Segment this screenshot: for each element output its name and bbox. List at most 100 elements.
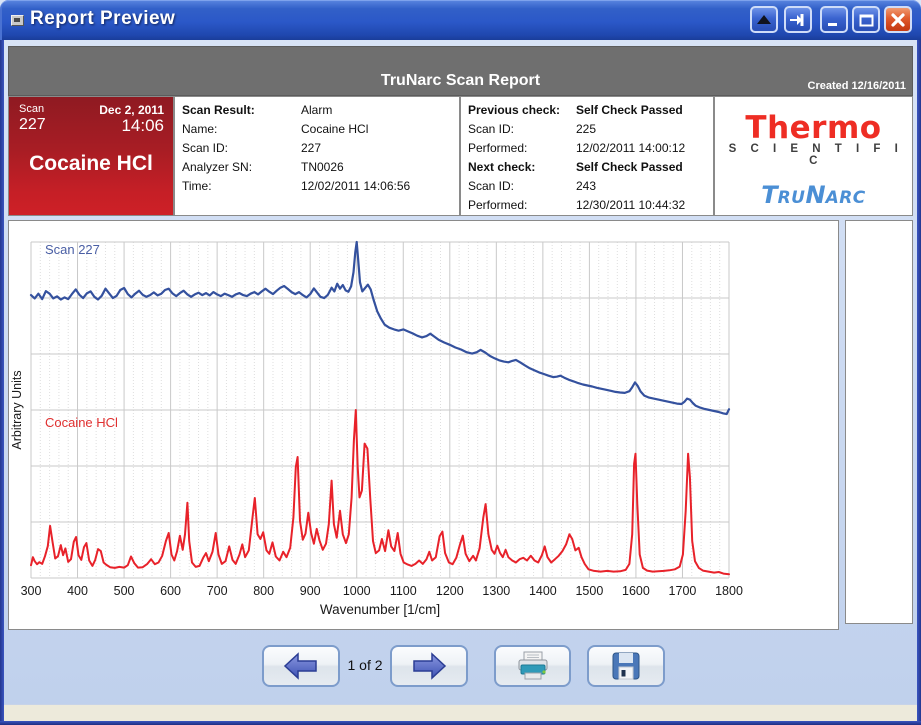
detail-value: 12/02/2011 14:06:56 [301,179,411,193]
x-tick-label: 500 [114,584,135,598]
pin-button[interactable] [784,6,812,33]
shade-button[interactable] [750,6,778,33]
report-preview-area: TruNarc Scan Report Created 12/16/2011 S… [8,46,913,630]
page-indicator: 1 of 2 [347,657,383,673]
save-floppy-icon [612,652,640,680]
x-tick-label: 900 [300,584,321,598]
detail-value: Cocaine HCl [301,122,369,136]
close-icon [891,12,905,27]
thermo-logo: Thermo [745,110,882,146]
scientific-logo-text: S C I E N T I F I C [728,143,904,167]
detail-value: 227 [301,141,322,155]
detail-value: Alarm [301,103,333,117]
x-tick-label: 1200 [436,584,464,598]
detail-row: Next check: Self Check Passed [468,159,713,178]
previous-page-button[interactable] [262,645,340,687]
trunarc-letters: RU [777,188,806,208]
detail-label: Time: [182,179,212,193]
trunarc-logo: TRUNARC [715,181,912,209]
save-button[interactable] [587,645,665,687]
app-icon [11,15,24,26]
branding-panel: Thermo S C I E N T I F I C TRUNARC [714,96,913,216]
print-button[interactable] [494,645,571,687]
window-border [0,721,921,725]
detail-row: Performed: 12/02/2011 14:00:12 [468,140,713,159]
trunarc-letters: ARC [825,188,866,208]
scan-result-card: Scan 227 Dec 2, 2011 14:06 Cocaine HCl [8,96,174,216]
detail-row: Name: Cocaine HCl [182,121,459,140]
maximize-icon [859,14,873,26]
detail-label: Scan ID: [182,141,229,155]
back-arrow-icon [283,652,317,680]
series-label: Scan 227 [45,242,100,257]
minimize-button[interactable] [820,6,848,33]
x-tick-label: 1600 [622,584,650,598]
detail-label: Scan Result: [182,103,255,117]
detail-label: Scan ID: [468,122,515,136]
detail-row: Performed: 12/30/2011 10:44:32 [468,197,713,216]
scan-date: Dec 2, 2011 [99,103,164,117]
spectrum-trace [29,240,731,416]
detail-label: Performed: [468,141,528,155]
trunarc-letter: T [761,181,778,209]
minimize-icon [828,22,837,26]
detail-value: 225 [576,122,597,136]
y-axis-label: Arbitrary Units [10,370,24,449]
detail-label: Performed: [468,198,528,212]
report-created-date: Created 12/16/2011 [807,80,906,92]
substance-name: Cocaine HCl [29,152,153,175]
x-tick-label: 700 [207,584,228,598]
chart-side-panel [845,220,913,624]
report-header-band: TruNarc Scan Report Created 12/16/2011 [8,46,913,96]
series-label: Cocaine HCl [45,415,118,430]
detail-row: Previous check: Self Check Passed [468,102,713,121]
detail-row: Time: 12/02/2011 14:06:56 [182,178,459,197]
spectrum-trace [30,409,730,576]
pin-icon [790,13,804,26]
x-tick-label: 1400 [529,584,557,598]
x-tick-label: 600 [160,584,181,598]
detail-value: 243 [576,179,597,193]
detail-value: Self Check Passed [576,103,683,117]
detail-label: Scan ID: [468,179,515,193]
scan-details-panel: Scan Result: Alarm Name: Cocaine HCl Scan ID… [174,96,460,216]
detail-row: Scan ID: 243 [468,178,713,197]
detail-value: TN0026 [301,160,344,174]
detail-label: Name: [182,122,218,136]
x-tick-label: 300 [21,584,42,598]
next-page-button[interactable] [390,645,468,687]
x-tick-label: 1500 [575,584,603,598]
x-axis-label: Wavenumber [1/cm] [320,602,440,617]
scan-number: 227 [19,116,46,133]
detail-row: Scan ID: 225 [468,121,713,140]
x-tick-label: 1800 [715,584,743,598]
detail-value: 12/30/2011 10:44:32 [576,198,686,212]
detail-label: Previous check: [468,103,561,117]
detail-label: Analyzer SN: [182,160,253,174]
maximize-button[interactable] [852,6,880,33]
spectrum-chart-panel: 300 400 500 600 700 800 900 1000 1100 1200 1300 140… [8,220,839,630]
titlebar[interactable]: Report Preview [0,0,921,40]
x-tick-label: 1700 [669,584,697,598]
detail-value: Self Check Passed [576,160,683,174]
window-border [0,40,4,725]
trunarc-letter: N [805,181,826,209]
x-tick-label: 1100 [390,584,417,598]
report-title: TruNarc Scan Report [380,72,541,89]
close-button[interactable] [884,6,912,33]
status-bar [4,704,917,721]
detail-row: Scan Result: Alarm [182,102,459,121]
detail-value: 12/02/2011 14:00:12 [576,141,686,155]
detail-label: Next check: [468,160,536,174]
self-check-panel: Previous check: Self Check Passed Scan ID:… [460,96,714,216]
detail-row: Analyzer SN: TN0026 [182,159,459,178]
x-tick-label: 1000 [343,584,371,598]
scan-time: 14:06 [121,116,164,135]
shade-arrow-icon [757,14,771,24]
x-tick-label: 800 [253,584,274,598]
spectrum-chart: 300 400 500 600 700 800 900 1000 1100 1200 1300 140… [10,240,743,617]
printer-icon [518,651,547,680]
x-tick-label: 1300 [482,584,510,598]
forward-arrow-icon [413,652,447,680]
